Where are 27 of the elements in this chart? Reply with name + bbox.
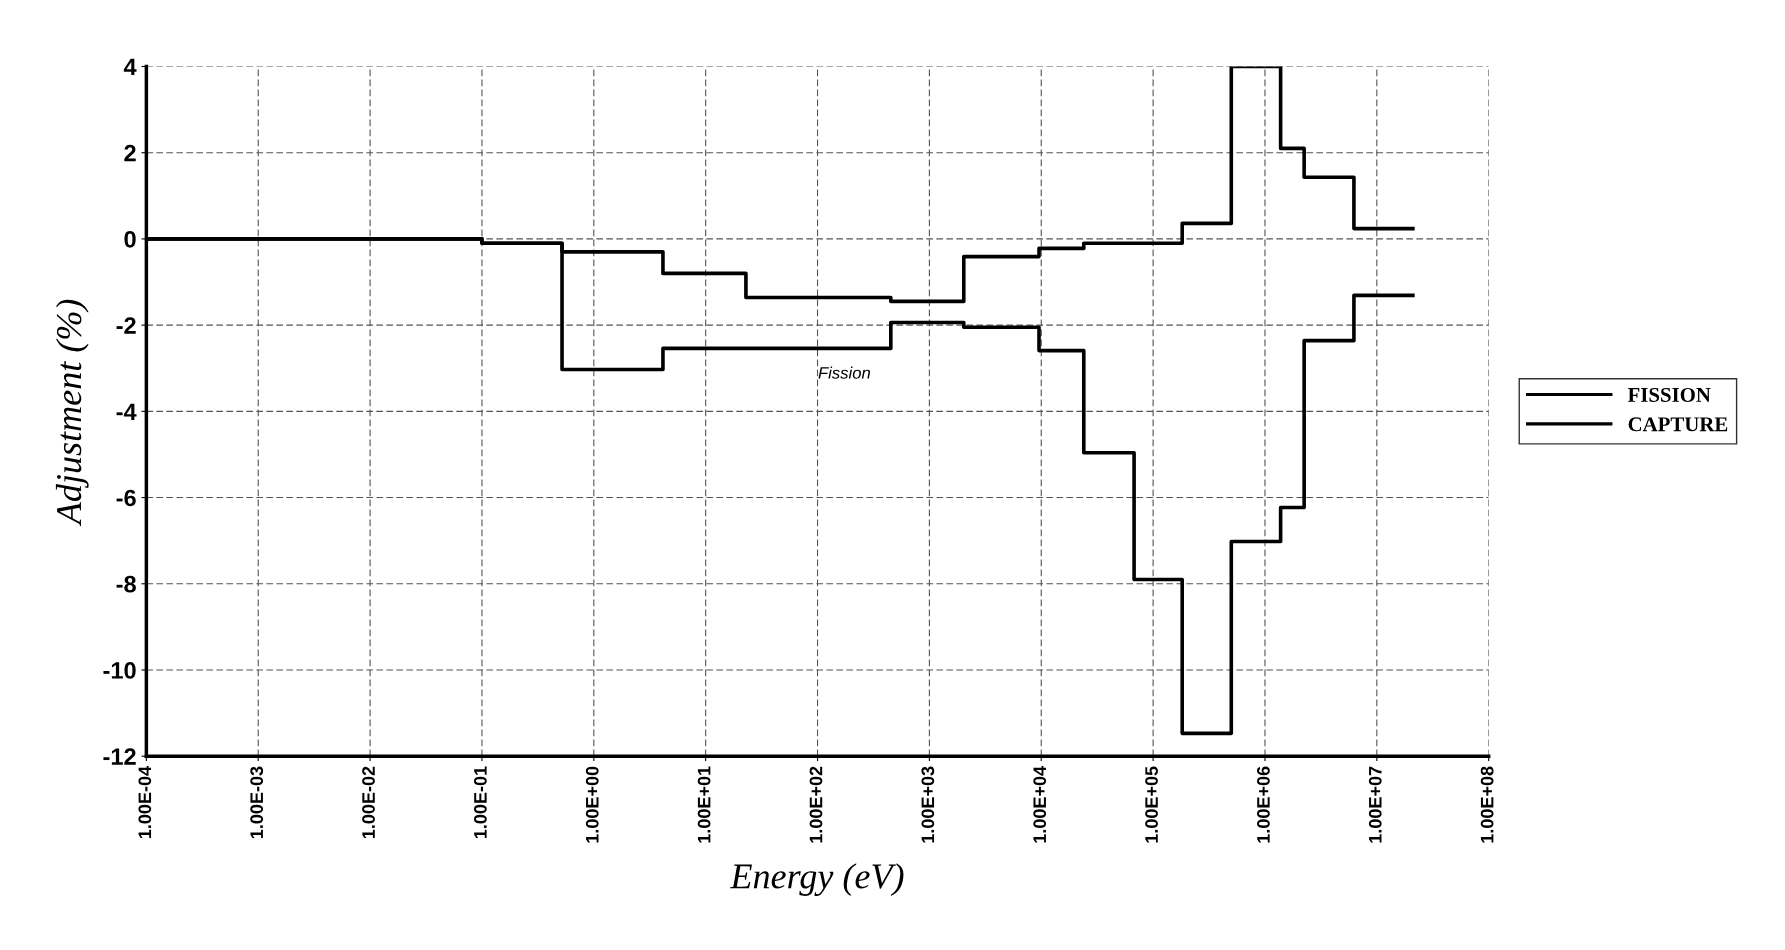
y-tick-label: 4 xyxy=(123,58,137,76)
x-tick-label: 1.00E+06 xyxy=(1257,766,1270,843)
x-tick-label: 1.00E+07 xyxy=(1368,766,1382,843)
x-axis-title: Energy (eV) xyxy=(730,863,904,897)
y-tick-label: 0 xyxy=(124,230,136,248)
x-tick-label: 1.00E+05 xyxy=(1145,766,1158,843)
x-tick-label: 1.00E+08 xyxy=(1480,766,1494,843)
x-tick-label: 1.00E-03 xyxy=(250,766,264,839)
y-tick-label: -4 xyxy=(116,403,137,420)
y-axis-title: Adjustment (%) xyxy=(55,299,89,527)
x-tick-label: 1.00E-04 xyxy=(138,766,152,839)
x-tick-label: 1.00E+02 xyxy=(809,766,823,843)
x-tick-label: 1.00E+03 xyxy=(921,766,935,843)
x-tick-label: 1.00E+00 xyxy=(585,766,599,843)
y-tick-label: 2 xyxy=(124,144,136,162)
y-tick-label: -12 xyxy=(103,748,136,765)
legend-label: FISSION xyxy=(1627,387,1711,402)
x-tick-label: 1.00E-02 xyxy=(362,766,375,839)
x-tick-label: 1.00E+01 xyxy=(697,766,711,843)
y-tick-label: -8 xyxy=(116,575,136,593)
legend-label: CAPTURE xyxy=(1628,417,1728,432)
x-tick-label: 1.00E-01 xyxy=(474,766,487,839)
y-tick-label: -10 xyxy=(103,662,136,679)
x-tick-label: 1.00E+04 xyxy=(1033,766,1047,843)
annotation: Fission xyxy=(818,366,871,379)
y-tick-label: -2 xyxy=(116,317,136,334)
y-tick-label: -6 xyxy=(116,489,136,507)
